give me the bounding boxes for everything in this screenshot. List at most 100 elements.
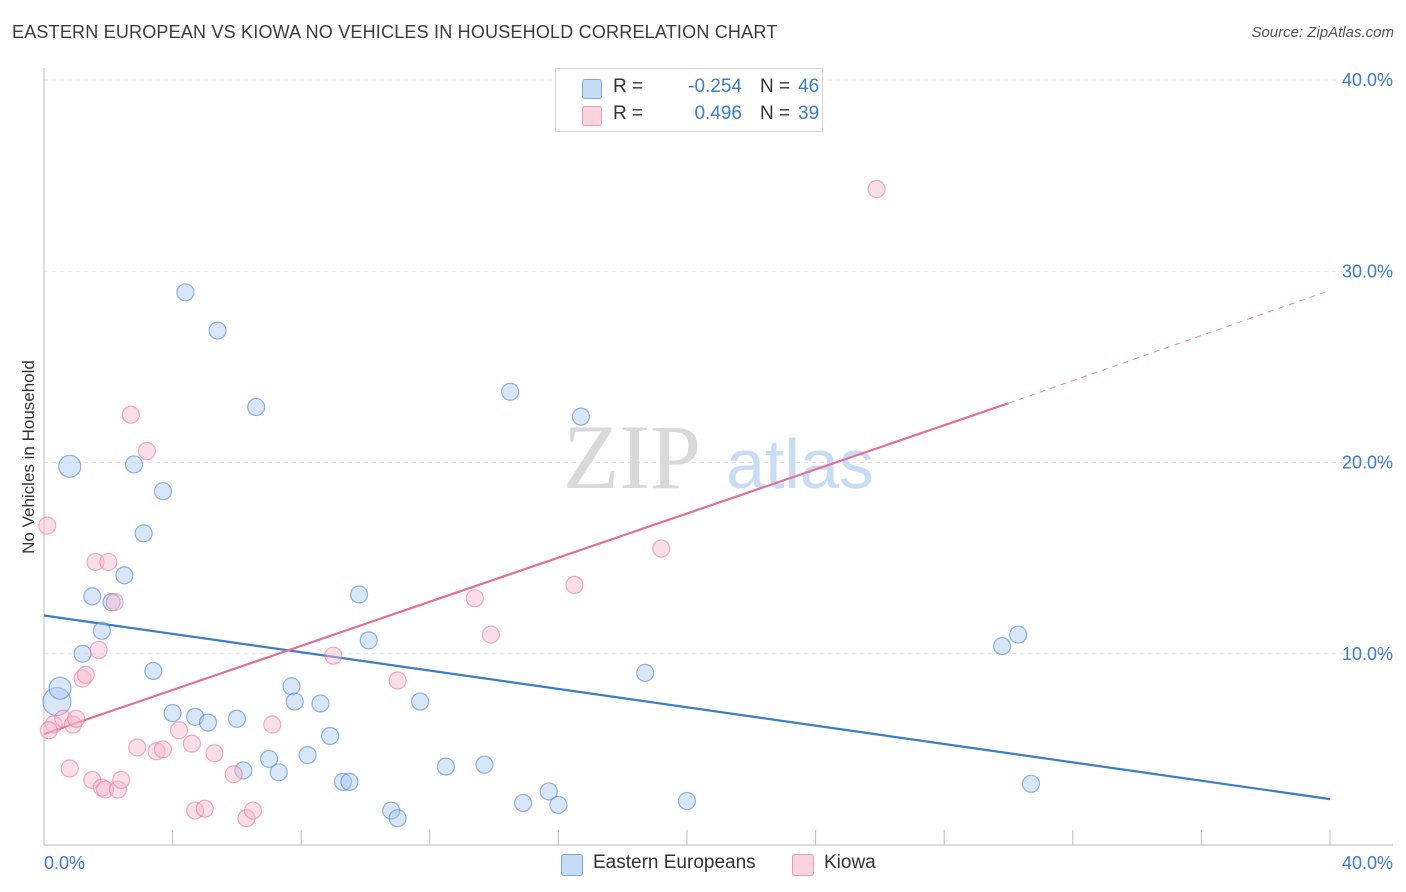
point-eastern-europeans — [198, 713, 218, 732]
legend-n-value: 39 — [798, 103, 820, 124]
point-kiowa — [263, 715, 282, 734]
point-kiowa — [54, 709, 73, 728]
point-kiowa — [83, 770, 102, 790]
data-points — [38, 179, 1041, 828]
point-kiowa — [108, 780, 128, 799]
point-kiowa — [92, 778, 111, 797]
point-eastern-europeans — [58, 454, 82, 478]
point-kiowa — [465, 589, 484, 608]
point-eastern-europeans — [321, 726, 340, 746]
point-kiowa — [388, 671, 407, 690]
watermark-atlas: atlas — [726, 425, 874, 503]
point-eastern-europeans — [124, 455, 144, 474]
point-eastern-europeans — [513, 793, 533, 813]
point-kiowa — [67, 709, 86, 728]
legend-r-label: R = — [613, 76, 644, 97]
point-eastern-europeans — [677, 791, 697, 811]
point-eastern-europeans — [163, 703, 182, 723]
point-eastern-europeans — [571, 407, 591, 426]
point-kiowa — [565, 575, 584, 595]
series-swatch-eastern-europeans — [561, 854, 583, 876]
point-eastern-europeans — [208, 321, 227, 340]
y-tick-label: 40.0% — [1342, 70, 1393, 90]
point-eastern-europeans — [359, 631, 378, 650]
point-kiowa — [137, 441, 156, 461]
point-eastern-europeans — [234, 761, 253, 780]
point-kiowa — [169, 721, 189, 740]
point-eastern-europeans — [992, 636, 1012, 656]
y-axis-label: No Vehicles in Household — [19, 360, 38, 554]
point-kiowa — [86, 552, 105, 572]
series-label-eastern-europeans: Eastern Europeans — [593, 852, 756, 873]
y-tick-label: 20.0% — [1342, 453, 1393, 473]
point-kiowa — [243, 801, 263, 820]
trend-lines — [43, 289, 1331, 801]
point-eastern-europeans — [411, 692, 430, 711]
point-kiowa — [89, 640, 108, 660]
point-eastern-europeans — [333, 772, 353, 791]
point-eastern-europeans — [475, 755, 494, 774]
point-eastern-europeans — [153, 482, 173, 501]
point-eastern-europeans — [227, 709, 246, 728]
point-eastern-europeans — [1009, 625, 1028, 644]
legend-r-value: 0.496 — [694, 103, 742, 124]
tick-labels: 10.0% 20.0% 30.0% 40.0% 0.0% 40.0% — [44, 70, 1393, 873]
point-kiowa — [224, 765, 243, 784]
point-eastern-europeans — [549, 795, 568, 814]
point-eastern-europeans — [269, 763, 288, 782]
point-eastern-europeans — [311, 694, 330, 713]
point-kiowa — [182, 734, 201, 753]
point-kiowa — [867, 179, 886, 199]
point-eastern-europeans — [282, 677, 301, 696]
point-kiowa — [147, 742, 166, 761]
grid-lines — [44, 79, 1393, 655]
trend-line-kiowa — [43, 402, 1009, 736]
point-kiowa — [195, 799, 214, 818]
legend-swatch-kiowa — [582, 106, 602, 126]
y-tick-label: 10.0% — [1342, 644, 1393, 664]
series-label-kiowa: Kiowa — [824, 852, 876, 873]
point-kiowa — [153, 740, 173, 759]
watermark: ZIP atlas — [563, 406, 874, 508]
point-kiowa — [121, 405, 140, 424]
point-kiowa — [112, 770, 131, 790]
correlation-legend: R = -0.254 N = 46 R = 0.496 N = 39 — [555, 68, 823, 132]
y-tick-label: 30.0% — [1342, 261, 1393, 281]
point-kiowa — [38, 516, 57, 535]
point-kiowa — [63, 715, 83, 734]
x-tick-label: 0.0% — [44, 853, 85, 873]
legend-swatch-eastern-europeans — [582, 79, 602, 99]
point-eastern-europeans — [340, 772, 359, 791]
point-kiowa — [481, 625, 500, 644]
point-eastern-europeans — [83, 587, 102, 606]
point-eastern-europeans — [115, 566, 134, 585]
legend-n-label: N = — [760, 103, 791, 124]
point-eastern-europeans — [176, 283, 195, 302]
trend-line-eastern-europeans — [43, 614, 1331, 801]
point-kiowa — [324, 646, 343, 665]
point-eastern-europeans — [539, 782, 558, 801]
point-eastern-europeans — [92, 621, 111, 640]
point-eastern-europeans — [501, 382, 520, 401]
point-eastern-europeans — [1021, 774, 1041, 793]
point-eastern-europeans — [259, 749, 279, 769]
point-kiowa — [205, 744, 224, 763]
point-kiowa — [95, 780, 115, 799]
legend-r-label: R = — [613, 103, 644, 124]
point-eastern-europeans — [42, 686, 72, 717]
point-kiowa — [652, 539, 671, 558]
point-kiowa — [76, 665, 95, 684]
point-kiowa — [44, 715, 63, 734]
point-eastern-europeans — [636, 663, 655, 682]
point-eastern-europeans — [285, 692, 304, 711]
x-tick-label: 40.0% — [1342, 853, 1393, 873]
trend-line-kiowa-extension — [1008, 289, 1331, 404]
legend-n-label: N = — [760, 76, 791, 97]
point-eastern-europeans — [144, 661, 163, 681]
point-eastern-europeans — [134, 524, 153, 543]
source-credit: Source: ZipAtlas.com — [1251, 24, 1394, 41]
legend-n-value: 46 — [798, 76, 820, 97]
axes — [43, 68, 1393, 846]
point-eastern-europeans — [298, 746, 317, 765]
